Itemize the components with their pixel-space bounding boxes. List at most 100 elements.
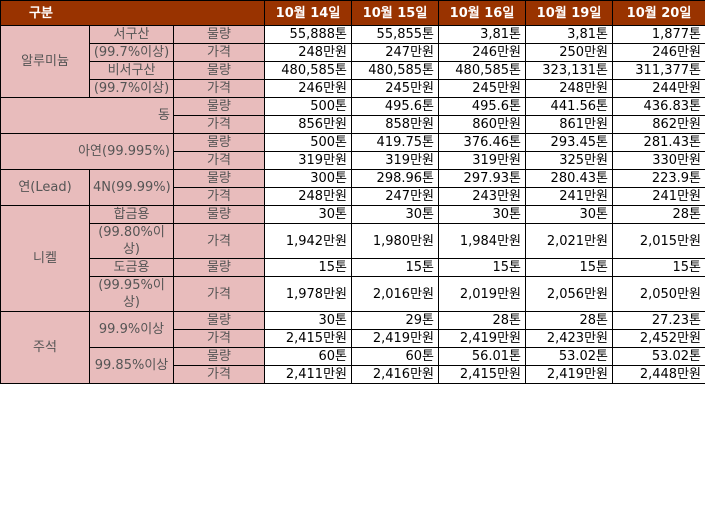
header-date: 10월 19일: [525, 0, 613, 26]
item-ni-plating-name: 도금용: [89, 258, 174, 277]
value-cell: 319만원: [438, 151, 526, 170]
table-row: 연(Lead) 4N(99.99%) 물량 300톤 298.96톤 297.93톤…: [0, 169, 705, 206]
value-cell: 28톤: [612, 205, 705, 224]
table-row: 99.85%이상 물량 60톤 60톤 56.01톤 53.02톤 53.02톤: [1, 347, 705, 384]
value-cell: 3,81톤: [525, 25, 613, 44]
value-cell: 28톤: [438, 311, 526, 330]
value-cell: 325만원: [525, 151, 613, 170]
attr-price: 가격: [173, 276, 265, 312]
value-cell: 247만원: [351, 43, 439, 62]
value-cell: 2,423만원: [525, 329, 613, 348]
attr-qty: 물량: [173, 311, 265, 330]
table-row: 아연(99.995%) 물량 500톤 419.75톤 376.46톤 293.45톤…: [0, 133, 705, 170]
value-cell: 245만원: [438, 79, 526, 98]
value-cell: 2,419만원: [438, 329, 526, 348]
header-date: 10월 20일: [612, 0, 705, 26]
attr-price: 가격: [173, 223, 265, 259]
value-cell: 480,585톤: [351, 61, 439, 80]
attr-price: 가격: [173, 151, 265, 170]
value-cell: 495.6톤: [438, 97, 526, 116]
value-cell: 495.6톤: [351, 97, 439, 116]
value-cell: 53.02톤: [525, 347, 613, 366]
value-cell: 248만원: [525, 79, 613, 98]
value-cell: 319만원: [351, 151, 439, 170]
item-al-west-name: 서구산: [89, 25, 174, 44]
group-nickel: 니켈: [0, 205, 90, 312]
attr-qty: 물량: [173, 347, 265, 366]
value-cell: 15톤: [264, 258, 352, 277]
value-cell: 860만원: [438, 115, 526, 134]
value-cell: 241만원: [525, 187, 613, 206]
value-cell: 2,050만원: [612, 276, 705, 312]
value-cell: 246만원: [264, 79, 352, 98]
value-cell: 1,980만원: [351, 223, 439, 259]
item-al-nonwest-spec: (99.7%이상): [89, 79, 174, 98]
value-cell: 28톤: [525, 311, 613, 330]
value-cell: 55,888톤: [264, 25, 352, 44]
value-cell: 2,021만원: [525, 223, 613, 259]
value-cell: 30톤: [525, 205, 613, 224]
attr-price: 가격: [173, 187, 265, 206]
value-cell: 2,419만원: [525, 365, 613, 384]
value-cell: 1,978만원: [264, 276, 352, 312]
item-ni-alloy-name: 합금용: [89, 205, 174, 224]
header-date: 10월 14일: [264, 0, 352, 26]
value-cell: 298.96톤: [351, 169, 439, 188]
table-row: 가격 856만원 858만원 860만원 861만원 862만원: [1, 115, 705, 134]
value-cell: 1,942만원: [264, 223, 352, 259]
value-cell: 2,415만원: [438, 365, 526, 384]
value-cell: 2,452만원: [612, 329, 705, 348]
attr-price: 가격: [173, 329, 265, 348]
value-cell: 3,81톤: [438, 25, 526, 44]
attr-qty: 물량: [173, 61, 265, 80]
value-cell: 293.45톤: [525, 133, 613, 152]
value-cell: 1,984만원: [438, 223, 526, 259]
value-cell: 248만원: [264, 43, 352, 62]
group-lead: 연(Lead): [0, 169, 90, 206]
value-cell: 480,585톤: [264, 61, 352, 80]
value-cell: 243만원: [438, 187, 526, 206]
value-cell: 27.23톤: [612, 311, 705, 330]
value-cell: 319만원: [264, 151, 352, 170]
value-cell: 244만원: [612, 79, 705, 98]
value-cell: 480,585톤: [438, 61, 526, 80]
value-cell: 15톤: [351, 258, 439, 277]
value-cell: 15톤: [612, 258, 705, 277]
value-cell: 55,855톤: [351, 25, 439, 44]
attr-price: 가격: [173, 365, 265, 384]
value-cell: 15톤: [525, 258, 613, 277]
value-cell: 248만원: [264, 187, 352, 206]
attr-qty: 물량: [173, 169, 265, 188]
value-cell: 245만원: [351, 79, 439, 98]
value-cell: 2,415만원: [264, 329, 352, 348]
value-cell: 862만원: [612, 115, 705, 134]
attr-qty: 물량: [173, 205, 265, 224]
value-cell: 500톤: [264, 133, 352, 152]
value-cell: 2,416만원: [351, 365, 439, 384]
value-cell: 1,877톤: [612, 25, 705, 44]
attr-price: 가격: [173, 79, 265, 98]
item-al-west-spec: (99.7%이상): [89, 43, 174, 62]
value-cell: 30톤: [264, 311, 352, 330]
header-row: 구분 10월 14일 10월 15일 10월 16일 10월 19일 10월 2…: [0, 0, 705, 26]
value-cell: 419.75톤: [351, 133, 439, 152]
attr-price: 가격: [173, 115, 265, 134]
attr-price: 가격: [173, 43, 265, 62]
value-cell: 2,019만원: [438, 276, 526, 312]
value-cell: 223.9톤: [612, 169, 705, 188]
item-zinc-name: 아연(99.995%): [0, 133, 174, 170]
table-row: 알루미늄 서구산 물량 55,888톤 55,855톤 3,81톤 3,81톤 1,87…: [0, 25, 705, 98]
value-cell: 2,411만원: [264, 365, 352, 384]
attr-qty: 물량: [173, 97, 265, 116]
value-cell: 281.43톤: [612, 133, 705, 152]
value-cell: 29톤: [351, 311, 439, 330]
value-cell: 861만원: [525, 115, 613, 134]
group-tin: 주석: [0, 311, 90, 384]
table-row: 가격 319만원 319만원 319만원 325만원 330만원: [1, 151, 705, 170]
table-row: 주석 99.9%이상 물량 30톤 29톤 28톤 28톤 27.23톤: [0, 311, 705, 384]
value-cell: 2,419만원: [351, 329, 439, 348]
value-cell: 858만원: [351, 115, 439, 134]
table-row: (99.95%이상) 가격 1,978만원 2,016만원 2,019만원 2,056…: [1, 276, 705, 312]
value-cell: 330만원: [612, 151, 705, 170]
attr-qty: 물량: [173, 25, 265, 44]
